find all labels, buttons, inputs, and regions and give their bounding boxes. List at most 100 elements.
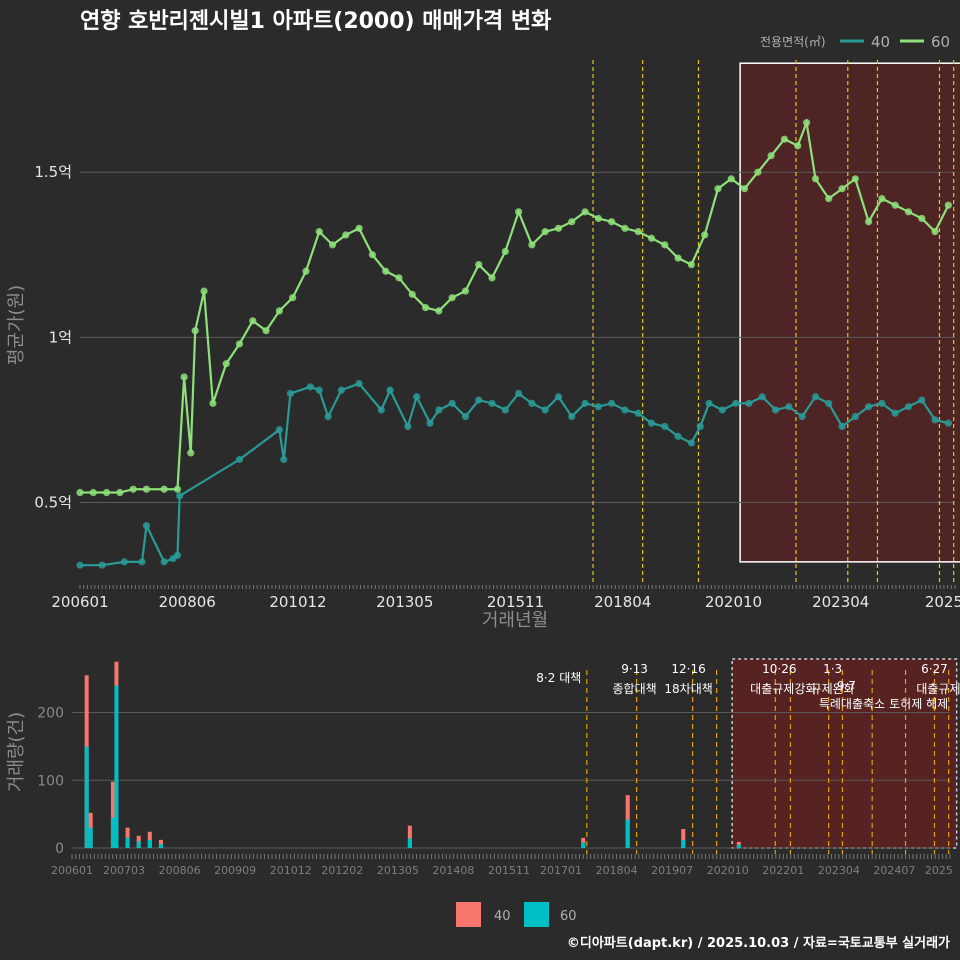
price-point-40 [931, 416, 939, 424]
volume-policy-label: 종합대책 [613, 681, 657, 696]
volume-policy-label: 6·27 [921, 662, 948, 676]
price-point-60 [421, 303, 430, 312]
price-point-40 [696, 422, 704, 431]
price-x-tick-label: 201804 [594, 593, 651, 611]
price-point-40 [944, 419, 952, 427]
price-point-60 [931, 228, 939, 236]
price-point-40 [160, 558, 168, 566]
volume-x-tick-label: 200703 [103, 864, 145, 877]
price-x-tick-label: 201511 [487, 593, 544, 611]
price-point-40 [528, 399, 536, 407]
price-point-60 [568, 218, 576, 226]
volume-bar-60 [407, 838, 412, 848]
price-point-60 [475, 261, 483, 269]
volume-x-tick-label: 200806 [159, 864, 201, 877]
price-point-60 [342, 231, 350, 239]
price-point-40 [501, 406, 509, 414]
price-point-60 [608, 218, 616, 226]
volume-bar-60 [88, 827, 93, 848]
volume-y-tick-label: 200 [37, 706, 64, 722]
volume-x-tick-label: 201907 [651, 864, 693, 877]
volume-legend-swatch-40 [456, 902, 481, 927]
price-point-40 [745, 399, 753, 407]
price-x-tick-label: 200601 [51, 593, 108, 611]
price-point-40 [825, 399, 833, 407]
price-point-40 [377, 406, 385, 414]
price-point-40 [541, 406, 549, 414]
chart-title: 연향 호반리젠시빌1 아파트(2000) 매매가격 변화 [80, 9, 551, 34]
price-point-60 [767, 152, 775, 160]
price-point-60 [209, 399, 217, 407]
volume-chart: 0 100 200 200601 200703 200806 200909 201012 201… [37, 658, 960, 877]
price-point-60 [235, 340, 244, 348]
volume-policy-label: 9·13 [621, 662, 648, 676]
price-point-60 [802, 119, 811, 127]
price-point-60 [435, 307, 443, 315]
volume-x-tick-label: 200601 [51, 864, 93, 877]
volume-legend-label-40: 40 [494, 909, 511, 924]
price-point-40 [687, 439, 695, 447]
price-point-60 [674, 254, 682, 262]
volume-bar-60 [581, 842, 586, 848]
volume-policy-label: 대출규제강화 [750, 682, 816, 696]
volume-x-tick-label: 202010 [707, 864, 749, 877]
price-point-60 [918, 214, 926, 223]
source-credit: ©디아파트(dapt.kr) / 2025.10.03 / 자료=국토교통부 실… [567, 935, 950, 951]
price-point-40 [275, 426, 283, 434]
price-point-60 [302, 267, 310, 275]
volume-bar-60 [125, 837, 130, 848]
price-point-60 [200, 287, 208, 295]
price-y-axis-title: 평균가(원) [6, 285, 27, 365]
volume-x-tick-label: 202407 [873, 864, 915, 877]
price-point-40 [404, 422, 412, 431]
price-x-tick-label: 2025 [925, 593, 960, 611]
volume-policy-label: 토허제 해제 [889, 697, 948, 711]
price-point-40 [785, 403, 793, 411]
price-point-60 [191, 327, 199, 335]
price-point-40 [758, 393, 766, 401]
price-point-60 [811, 175, 820, 183]
price-point-60 [129, 485, 137, 493]
price-point-40 [515, 389, 523, 398]
price-point-40 [235, 455, 244, 464]
volume-bar-40 [110, 781, 115, 848]
price-point-60 [634, 228, 642, 236]
price-point-40 [634, 409, 642, 417]
price-point-60 [315, 228, 323, 236]
price-point-60 [180, 373, 188, 381]
volume-bar-60 [147, 839, 152, 848]
price-point-40 [488, 399, 496, 407]
price-y-tick-label: 1.5억 [34, 163, 72, 181]
price-point-60 [142, 485, 151, 493]
price-point-40 [142, 521, 151, 530]
volume-bar-60 [158, 843, 163, 848]
price-point-60 [661, 241, 669, 249]
price-point-60 [102, 488, 111, 497]
price-point-60 [687, 261, 695, 269]
price-point-40 [355, 379, 363, 388]
volume-highlight-region [731, 658, 958, 849]
price-point-40 [811, 393, 820, 401]
volume-y-tick-label: 0 [55, 841, 64, 857]
price-point-40 [594, 403, 602, 411]
price-point-60 [581, 208, 589, 216]
volume-x-tick-label: 200909 [214, 864, 256, 877]
price-point-40 [878, 399, 886, 407]
price-point-60 [355, 224, 363, 232]
price-point-40 [475, 396, 483, 404]
price-point-60 [249, 317, 257, 325]
legend-label-60: 60 [931, 33, 950, 51]
price-x-tick-label: 202304 [812, 593, 869, 611]
price-point-40 [661, 422, 669, 431]
price-point-40 [798, 412, 806, 421]
price-point-40 [771, 406, 780, 414]
price-point-40 [891, 409, 899, 417]
price-point-40 [98, 561, 106, 569]
volume-x-tick-label: 201701 [540, 864, 582, 877]
price-point-40 [705, 399, 713, 407]
volume-x-tick-label: 201804 [596, 864, 638, 877]
price-point-40 [581, 399, 589, 407]
price-point-40 [286, 389, 295, 398]
price-point-40 [173, 551, 182, 559]
price-point-40 [461, 412, 470, 421]
